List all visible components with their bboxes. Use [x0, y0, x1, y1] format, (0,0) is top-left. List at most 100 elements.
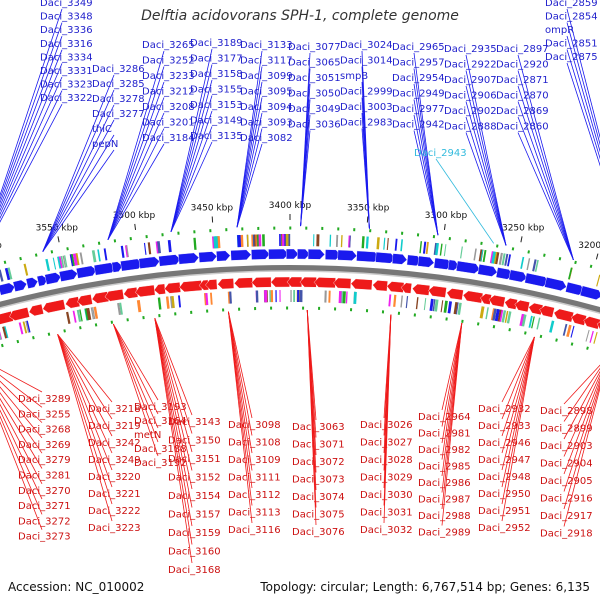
gene-label-leader [57, 334, 113, 505]
kbp-tick [520, 236, 523, 243]
gene-label: Daci_3049 [288, 104, 341, 115]
reverse-gene-arrow [446, 288, 464, 301]
gene-label-leader [501, 336, 535, 437]
gene-label-leader [228, 311, 253, 524]
reverse-gene-arrow [234, 277, 253, 289]
feature-ring-forward-outer-strip [193, 237, 197, 250]
feature-ring-forward-outer-strip [214, 236, 219, 249]
gene-label: Daci_3188 [134, 444, 187, 455]
gene-label: Daci_3098 [228, 420, 281, 431]
gene-label-leader [57, 334, 113, 403]
reverse-gene-arrow [179, 280, 203, 293]
gene-label: Daci_3014 [340, 56, 393, 67]
feature-ring-forward-outer-strip [493, 251, 499, 265]
feature-ring-forward-outer-strip [211, 236, 216, 249]
gene-label: Daci_3111 [228, 473, 281, 484]
gene-label: Daci_3116 [228, 525, 281, 536]
gene-label: Daci_2888 [444, 122, 497, 133]
forward-gene-arrow [75, 265, 97, 279]
feature-ring-reverse-inner-strip [76, 309, 82, 322]
feature-ring-forward-outer-strip [23, 263, 29, 276]
gene-label-leader [563, 374, 600, 457]
gene-label: ompR [545, 25, 574, 36]
gene-label: Daci_3050 [288, 89, 341, 100]
feature-ring-reverse-inner-strip [585, 329, 590, 342]
gene-label: Daci_2922 [444, 60, 497, 71]
gene-label-leader [236, 143, 263, 228]
feature-ring-reverse-inner-strip [440, 300, 444, 313]
reverse-gene-arrow [539, 305, 555, 318]
gene-label-leader [563, 377, 600, 475]
gene-label: Daci_3323 [40, 80, 93, 91]
gene-label-leader [566, 8, 600, 139]
gene-label-leader [154, 318, 193, 564]
reverse-gene-arrow [428, 285, 447, 298]
gene-label-leader [228, 311, 253, 419]
gene-label: Daci_3220 [88, 472, 141, 483]
gene-label: Daci_3212 [142, 87, 195, 98]
reverse-gene-arrow [9, 307, 30, 321]
forward-gene-arrow [297, 248, 311, 260]
gene-label: Daci_3065 [288, 58, 341, 69]
feature-ring-reverse-inner-strip [492, 308, 497, 321]
gene-label: Daci_3334 [40, 52, 93, 63]
forward-gene-arrow [391, 253, 408, 265]
gene-label-leader [413, 99, 439, 236]
gene-label-leader [517, 116, 574, 260]
gene-label-leader [465, 54, 507, 246]
gene-label: Daci_3233 [142, 71, 195, 82]
forward-gene-arrow [58, 269, 78, 282]
gene-label-leader [563, 367, 600, 422]
gene-label-leader [112, 323, 159, 401]
feature-ring-forward-outer-strip [7, 267, 13, 280]
feature-ring-reverse-inner-strip [549, 320, 555, 333]
forward-gene-arrow [198, 251, 218, 263]
gene-label-leader [0, 90, 63, 219]
feature-ring-forward-outer-strip [439, 243, 443, 256]
gene-label: thiC [92, 124, 112, 135]
feature-ring-reverse-inner-strip [86, 307, 92, 321]
feature-ring-forward-outer-strip [443, 244, 447, 257]
feature-ring-reverse-inner-strip [227, 291, 231, 304]
gene-label: Daci_2943 [414, 148, 467, 159]
gene-label: Daci_3094 [240, 102, 293, 113]
feature-ring-reverse-inner-strip [429, 298, 434, 312]
gene-label: Daci_3075 [292, 510, 345, 521]
genome-backbone [0, 265, 600, 314]
reverse-gene-arrow [583, 316, 600, 330]
gene-label: Daci_3113 [228, 508, 281, 519]
gene-label-leader [57, 334, 113, 437]
gene-label: Daci_2999 [340, 87, 393, 98]
gene-label-leader [236, 112, 263, 228]
gene-label-leader [0, 392, 43, 454]
feature-ring-reverse-inner-strip [338, 291, 342, 304]
gene-label: Daci_3150 [168, 436, 221, 447]
gene-label: Daci_2965 [392, 42, 445, 53]
feature-ring-forward-outer-strip [504, 253, 509, 266]
gene-label: Daci_3218 [88, 404, 141, 415]
gene-label-leader [501, 336, 535, 454]
feature-ring-reverse-inner-strip [229, 291, 232, 304]
reverse-gene-arrow [462, 290, 484, 304]
reverse-gene-arrow [553, 308, 575, 323]
feature-ring-reverse-inner-strip [415, 297, 419, 310]
accession-label: Accession: NC_010002 [8, 580, 145, 594]
feature-ring-forward-outer-strip [45, 258, 51, 272]
gene-label: Daci_3322 [40, 93, 93, 104]
gene-label: Daci_2935 [444, 44, 497, 55]
gene-label: Daci_3030 [360, 490, 413, 501]
gene-label: Daci_3024 [340, 40, 393, 51]
reverse-gene-arrow [251, 276, 272, 288]
gene-label: Daci_3278 [92, 94, 145, 105]
gene-label: Daci_3273 [18, 532, 71, 543]
feature-ring-reverse-inner-strip [566, 324, 572, 337]
gene-label-leader [0, 409, 43, 500]
gene-label: Daci_3099 [240, 71, 293, 82]
feature-ring-reverse-inner-strip [504, 310, 509, 323]
forward-gene-arrow [268, 248, 289, 260]
feature-ring-reverse-inner-strip [136, 299, 142, 313]
map-title: Delftia acidovorans SPH-1, complete geno… [141, 8, 459, 24]
feature-ring-forward-outer-strip [435, 243, 439, 256]
gene-label-leader [0, 403, 43, 484]
